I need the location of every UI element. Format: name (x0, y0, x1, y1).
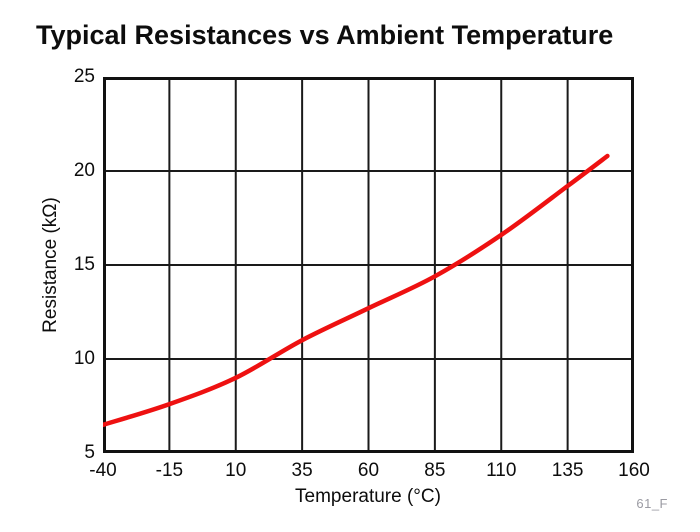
y-tick-label: 15 (73, 254, 95, 275)
x-tick-label: -40 (89, 460, 117, 481)
chart-title: Typical Resistances vs Ambient Temperatu… (36, 20, 614, 50)
x-tick-label: 135 (551, 460, 584, 481)
plot-frame (103, 77, 634, 453)
plot-area (103, 77, 634, 453)
x-tick-label: -15 (155, 460, 184, 481)
y-tick-label: 25 (73, 66, 95, 87)
x-tick-label: 110 (486, 460, 517, 481)
x-tick-label: 10 (225, 460, 247, 481)
x-tick-label: 85 (424, 460, 446, 481)
figure-number-tag: 61_F (636, 496, 668, 511)
data-curve-typical-resistance (103, 153, 610, 428)
x-tick-label: 60 (357, 460, 380, 481)
x-tick-label: 35 (291, 460, 313, 481)
x-tick-label: 160 (618, 460, 650, 481)
chart-plot-svg (103, 77, 634, 453)
y-tick-label: 10 (73, 348, 95, 369)
y-tick-label: 20 (73, 160, 95, 181)
x-axis-title: Temperature (°C) (295, 486, 441, 507)
y-tick-label: 5 (84, 442, 95, 463)
